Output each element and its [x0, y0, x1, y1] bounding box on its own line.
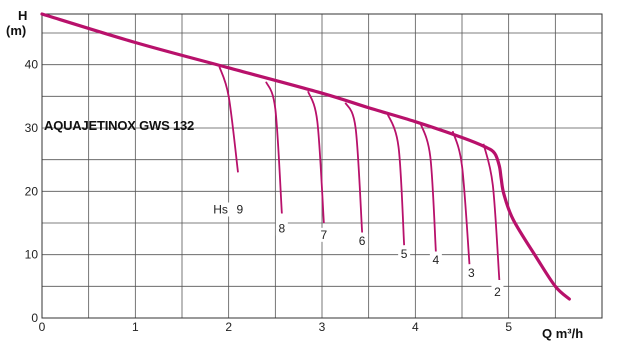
- hs-curve-3: [451, 130, 471, 265]
- hs-curve-label-3: 3: [468, 266, 475, 280]
- x-tick-label: 4: [412, 320, 419, 334]
- curve-label-bg: [356, 234, 369, 249]
- curve-label-bg: [233, 202, 246, 217]
- x-tick-label: 0: [39, 320, 46, 334]
- hs-curve-8: [265, 81, 283, 214]
- chart-title: AQUAJETINOX GWS 132: [44, 118, 194, 133]
- x-tick-label: 5: [505, 320, 512, 334]
- y-tick-label: 30: [25, 121, 39, 135]
- x-tick-label: 1: [132, 320, 139, 334]
- hs-curve-7: [307, 90, 325, 224]
- main-pump-curve: [40, 12, 571, 301]
- x-tick-label: 2: [225, 320, 232, 334]
- hs-prefix-bg: [209, 202, 230, 217]
- tick-labels: 0 1 2 3 4 5 0 10 20 30 40: [25, 58, 513, 334]
- hs-curve-9: [218, 66, 239, 173]
- hs-curve-2: [482, 143, 501, 281]
- hs-curve-4: [419, 122, 437, 252]
- hs-curve-label-9: 9: [237, 203, 244, 217]
- y-tick-label: 10: [25, 248, 39, 262]
- hs-curve-label-4: 4: [433, 253, 440, 267]
- hs-curve-5: [386, 113, 406, 246]
- hs-curve-label-7: 7: [321, 228, 328, 242]
- curve-label-bg: [491, 284, 504, 299]
- curve-label-bg: [317, 227, 330, 242]
- x-axis-title: Q m³/h: [542, 326, 583, 341]
- x-tick-label: 3: [319, 320, 326, 334]
- hs-curve-label-2: 2: [494, 285, 501, 299]
- y-tick-label: 0: [31, 311, 38, 325]
- y-tick-label: 40: [25, 58, 39, 72]
- hs-curve-label-6: 6: [359, 234, 366, 248]
- curves: [40, 12, 571, 301]
- hs-curve-6: [344, 102, 364, 233]
- x-axis-title-text: Q m³/h: [542, 326, 583, 341]
- curve-label-bg: [465, 265, 478, 280]
- curve-label-bg: [275, 221, 288, 236]
- curve-labels: 9 Hs 8 7 6 5 4 3 2: [209, 202, 504, 299]
- hs-prefix-label: Hs: [213, 203, 228, 217]
- y-axis-unit: (m): [6, 23, 26, 38]
- curve-label-bg: [429, 253, 442, 268]
- hs-curve-label-5: 5: [401, 247, 408, 261]
- curve-label-bg: [398, 246, 411, 261]
- y-axis-title: H: [18, 8, 27, 23]
- grid-lines: [41, 13, 603, 319]
- plot-frame: [41, 13, 603, 319]
- y-tick-label: 20: [25, 184, 39, 198]
- hs-curve-label-8: 8: [279, 222, 286, 236]
